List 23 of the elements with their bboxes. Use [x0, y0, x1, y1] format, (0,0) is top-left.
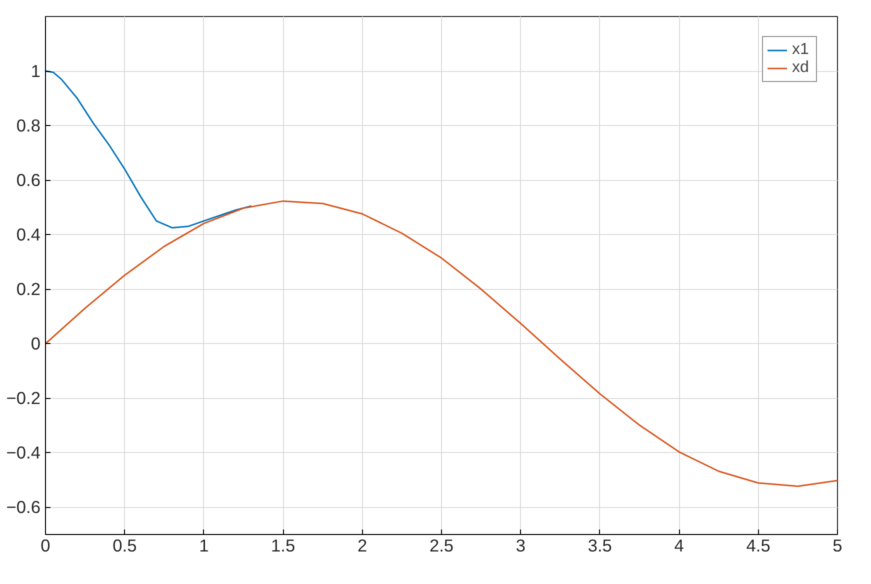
y-tick-label: 0.4: [16, 224, 41, 245]
y-tick-label: 0.8: [16, 116, 41, 136]
x-tick-label: 0.5: [112, 536, 137, 556]
y-tick-label: −0.4: [6, 442, 41, 463]
line-series: [46, 70, 252, 229]
x-tick-label: 3: [516, 536, 526, 556]
x-tick-label: 4: [674, 536, 684, 556]
x-tick-label: 1: [199, 536, 209, 556]
legend-label: xd: [792, 59, 810, 77]
y-tick-label: 0.6: [16, 170, 41, 190]
y-tick-label: −0.6: [6, 497, 41, 518]
y-tick-label: 1: [30, 61, 41, 82]
legend-label: x1: [792, 41, 810, 59]
line-series: [46, 200, 838, 487]
x-tick-label: 4.5: [746, 536, 770, 556]
x-tick-label: 1.5: [271, 536, 296, 556]
x-tick-label: 3.5: [588, 536, 612, 556]
x-tick-label: 2: [357, 536, 368, 556]
y-tick-label: 0.2: [16, 279, 41, 300]
y-tick-label: −0.2: [6, 388, 41, 408]
x-tick-label: 2.5: [429, 536, 454, 556]
y-tick-label: 0: [30, 334, 41, 354]
x-tick-label: 5: [832, 536, 842, 556]
